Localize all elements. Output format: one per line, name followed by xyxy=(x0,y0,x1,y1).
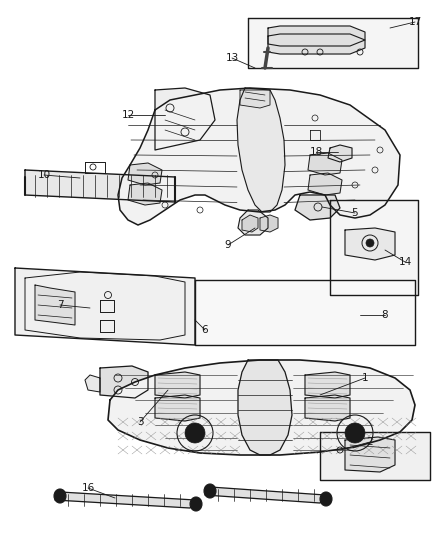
Polygon shape xyxy=(268,34,365,54)
Polygon shape xyxy=(305,395,350,421)
Polygon shape xyxy=(328,145,352,162)
Ellipse shape xyxy=(190,497,202,511)
Text: 16: 16 xyxy=(81,483,95,493)
Circle shape xyxy=(345,423,365,443)
Text: 14: 14 xyxy=(399,257,412,267)
Polygon shape xyxy=(85,375,100,392)
Polygon shape xyxy=(248,18,418,68)
Text: 17: 17 xyxy=(408,17,422,27)
Circle shape xyxy=(366,239,374,247)
Text: 18: 18 xyxy=(309,147,323,157)
Polygon shape xyxy=(305,372,350,398)
Polygon shape xyxy=(155,395,200,421)
Polygon shape xyxy=(240,90,270,108)
Polygon shape xyxy=(295,195,340,220)
Text: 3: 3 xyxy=(137,417,143,427)
Polygon shape xyxy=(155,88,215,150)
Polygon shape xyxy=(308,173,342,195)
Polygon shape xyxy=(238,360,292,455)
Polygon shape xyxy=(100,366,148,398)
Ellipse shape xyxy=(54,489,66,503)
Text: 7: 7 xyxy=(57,300,64,310)
Polygon shape xyxy=(195,280,415,345)
Text: 12: 12 xyxy=(121,110,134,120)
Polygon shape xyxy=(260,215,278,232)
Polygon shape xyxy=(35,285,75,325)
Text: 13: 13 xyxy=(226,53,239,63)
Polygon shape xyxy=(108,360,415,455)
Text: 6: 6 xyxy=(201,325,208,335)
Text: 2: 2 xyxy=(367,437,373,447)
Polygon shape xyxy=(15,268,195,345)
Circle shape xyxy=(185,423,205,443)
Polygon shape xyxy=(128,183,162,205)
Polygon shape xyxy=(155,372,200,398)
Polygon shape xyxy=(25,170,175,202)
Polygon shape xyxy=(320,432,430,480)
Text: 1: 1 xyxy=(362,373,368,383)
Polygon shape xyxy=(268,26,365,46)
Polygon shape xyxy=(238,210,268,235)
Polygon shape xyxy=(345,437,395,472)
Polygon shape xyxy=(345,228,395,260)
Text: 8: 8 xyxy=(381,310,389,320)
Polygon shape xyxy=(205,487,325,503)
Polygon shape xyxy=(308,153,342,175)
Polygon shape xyxy=(128,163,162,185)
Polygon shape xyxy=(330,200,418,295)
Polygon shape xyxy=(242,215,258,232)
Polygon shape xyxy=(237,88,285,212)
Polygon shape xyxy=(118,88,400,225)
Ellipse shape xyxy=(320,492,332,506)
Text: 9: 9 xyxy=(225,240,231,250)
Text: 5: 5 xyxy=(352,208,358,218)
Ellipse shape xyxy=(204,484,216,498)
Text: 10: 10 xyxy=(37,170,50,180)
Polygon shape xyxy=(55,492,195,508)
